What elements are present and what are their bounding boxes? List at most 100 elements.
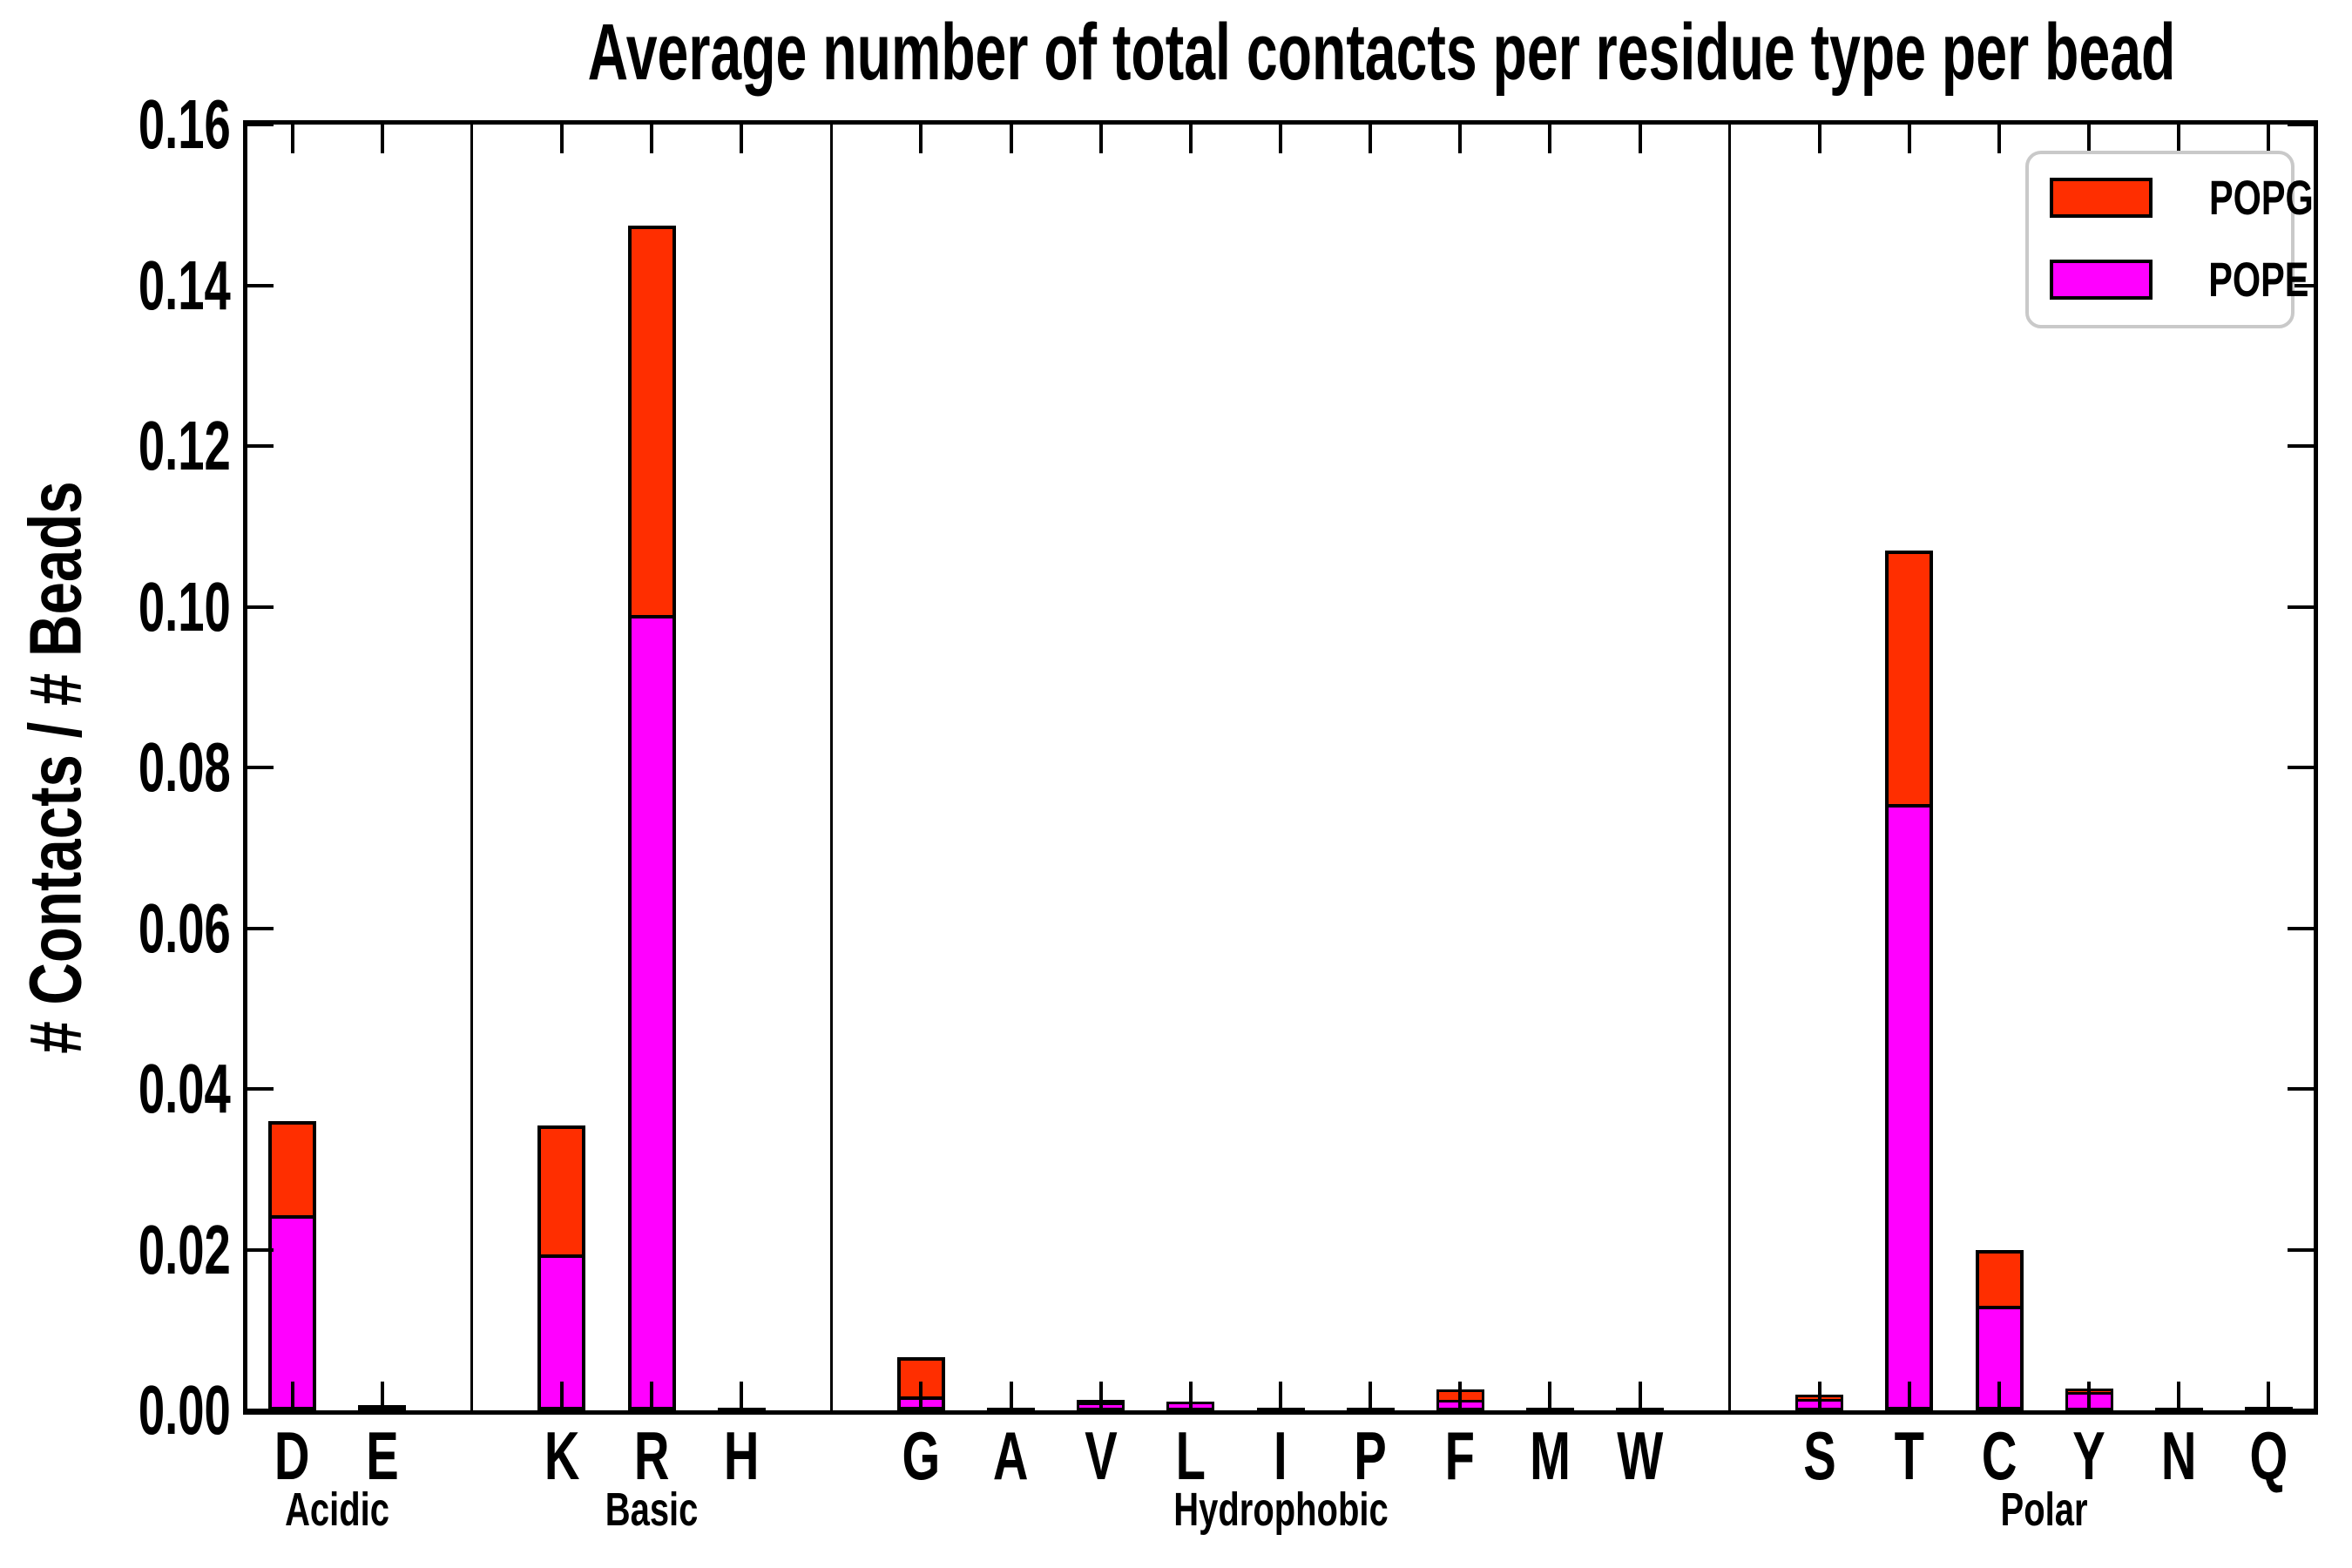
xtick-label-D: D [274,1417,310,1494]
group-label-acidic: Acidic [285,1484,390,1536]
legend-swatch-pope [2050,260,2153,300]
xtick-top-F [1458,125,1463,153]
ytick-right-0.00 [2288,1409,2314,1412]
ytick-right-0.10 [2288,605,2314,609]
xtick-label-I: I [1274,1417,1288,1494]
xtick-top-Q [2267,125,2271,153]
ytick-left-0.10 [247,605,274,609]
xtick-label-H: H [723,1417,760,1494]
xtick-label-V: V [1085,1417,1118,1494]
xtick-bottom-K [559,1382,564,1410]
xtick-bottom-R [650,1382,654,1410]
xtick-bottom-F [1458,1382,1463,1410]
bar-T-popg-segment [1889,554,1930,808]
legend-swatch-popg [2050,178,2153,218]
xtick-label-N: N [2161,1417,2197,1494]
xtick-top-S [1817,125,1821,153]
group-separator-1 [829,125,833,1410]
bar-D [268,1121,317,1410]
xtick-top-T [1907,125,1911,153]
ytick-right-0.04 [2288,1087,2314,1091]
ytick-label-0.04: 0.04 [139,1050,231,1127]
bar-K-popg-segment [541,1129,583,1258]
ytick-label-0.14: 0.14 [139,246,231,324]
xtick-top-V [1098,125,1103,153]
bar-K [537,1125,586,1410]
xtick-label-F: F [1445,1417,1476,1494]
ytick-left-0.02 [247,1247,274,1252]
bar-R [627,226,676,1410]
xtick-label-W: W [1617,1417,1664,1494]
ytick-right-0.02 [2288,1247,2314,1252]
xtick-bottom-W [1638,1382,1642,1410]
xtick-bottom-Y [2087,1382,2092,1410]
xtick-label-T: T [1894,1417,1925,1494]
xtick-bottom-L [1188,1382,1193,1410]
xtick-bottom-H [740,1382,744,1410]
xtick-top-Y [2087,125,2092,153]
ytick-left-0.08 [247,766,274,769]
xtick-bottom-A [1009,1382,1013,1410]
ytick-right-0.12 [2288,444,2314,448]
xtick-label-E: E [365,1417,399,1494]
ytick-right-0.16 [2288,123,2314,126]
xtick-top-C [1997,125,2002,153]
xtick-top-W [1638,125,1642,153]
legend-label-popg: POPG [2209,170,2314,225]
ytick-label-0.16: 0.16 [139,85,231,163]
bar-T [1885,551,1934,1410]
legend-row-popg: POPG [2050,173,2314,222]
group-label-basic: Basic [605,1484,699,1536]
ytick-left-0.12 [247,444,274,448]
xtick-top-K [559,125,564,153]
ytick-label-0.00: 0.00 [139,1371,231,1449]
xtick-label-S: S [1803,1417,1836,1494]
xtick-bottom-M [1548,1382,1552,1410]
group-label-polar: Polar [2000,1484,2088,1536]
xtick-bottom-N [2177,1382,2181,1410]
ytick-left-0.14 [247,283,274,287]
xtick-top-L [1188,125,1193,153]
bar-D-popg-segment [272,1125,314,1219]
xtick-label-K: K [544,1417,580,1494]
legend-label-pope: POPE [2208,252,2309,307]
chart-title: Average number of total contacts per res… [587,8,2176,97]
xtick-label-L: L [1175,1417,1206,1494]
ytick-label-0.10: 0.10 [139,567,231,645]
ytick-label-0.06: 0.06 [139,889,231,967]
xtick-top-E [380,125,384,153]
ytick-left-0.00 [247,1409,274,1412]
xtick-top-N [2177,125,2181,153]
xtick-bottom-I [1279,1382,1282,1410]
xtick-bottom-P [1369,1382,1373,1410]
legend: POPG POPE [2025,151,2314,328]
ytick-right-0.08 [2288,766,2314,769]
xtick-label-Q: Q [2249,1417,2288,1494]
xtick-top-P [1369,125,1373,153]
xtick-top-H [740,125,744,153]
ytick-label-0.12: 0.12 [139,407,231,484]
bar-C-popg-segment [1978,1254,2020,1309]
ytick-left-0.04 [247,1087,274,1091]
plot-area: POPG POPE [243,120,2318,1415]
group-separator-2 [1728,125,1732,1410]
ytick-left-0.16 [247,123,274,126]
xtick-bottom-D [290,1382,294,1410]
xtick-top-I [1279,125,1282,153]
xtick-bottom-Q [2267,1382,2271,1410]
xtick-label-R: R [633,1417,670,1494]
xtick-bottom-V [1098,1382,1103,1410]
xtick-top-M [1548,125,1552,153]
xtick-label-A: A [993,1417,1029,1494]
xtick-bottom-G [919,1382,923,1410]
ytick-label-0.02: 0.02 [139,1210,231,1288]
bar-R-popg-segment [631,229,672,618]
xtick-top-D [290,125,294,153]
ytick-label-0.08: 0.08 [139,728,231,806]
xtick-top-R [650,125,654,153]
ytick-right-0.06 [2288,926,2314,930]
ytick-left-0.06 [247,926,274,930]
xtick-bottom-C [1997,1382,2002,1410]
xtick-top-G [919,125,923,153]
